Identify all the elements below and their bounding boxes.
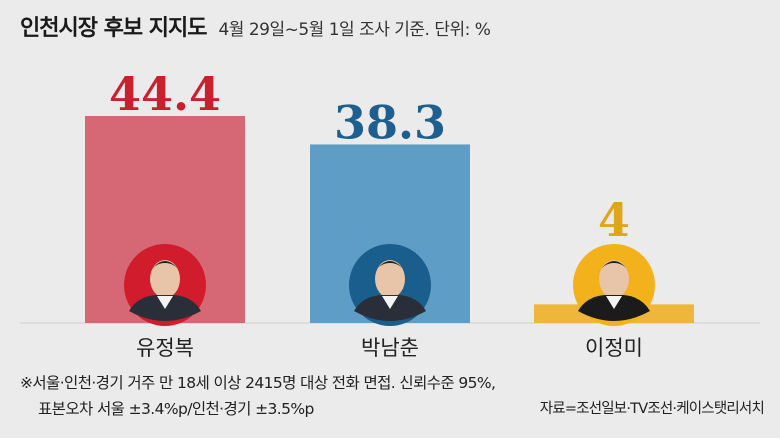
title-row: 인천시장 후보 지지도 4월 29일~5월 1일 조사 기준. 단위: % <box>20 10 491 50</box>
footnote-line-1: ※서울·인천·경기 거주 만 18세 이상 2415명 대상 전화 면접. 신뢰… <box>20 374 496 392</box>
footnote: ※서울·인천·경기 거주 만 18세 이상 2415명 대상 전화 면접. 신뢰… <box>20 370 770 422</box>
candidate-photo-yoo <box>129 260 201 321</box>
source-credit: 자료=조선일보·TV조선·케이스탯리서치 <box>539 401 765 417</box>
value-label: 38.3 <box>334 95 446 149</box>
category-label: 이정미 <box>585 336 643 360</box>
candidate-photo-lee <box>578 260 650 321</box>
candidate-photo-park <box>354 260 426 321</box>
footnote-line-2-row: 표본오차 서울 ±3.4%p/인천·경기 ±3.5%p 자료=조선일보·TV조선… <box>20 396 770 422</box>
category-label: 박남춘 <box>361 336 419 360</box>
chart-subtitle: 4월 29일~5월 1일 조사 기준. 단위: % <box>218 20 491 40</box>
value-label: 4 <box>598 193 630 247</box>
category-label: 유정복 <box>136 336 194 360</box>
footnote-line-2: 표본오차 서울 ±3.4%p/인천·경기 ±3.5%p <box>38 400 314 418</box>
bar-chart: 44.4 유정복 38.3 박남춘 4 이정미 <box>20 67 760 360</box>
value-label: 44.4 <box>109 67 221 121</box>
chart-title: 인천시장 후보 지지도 <box>20 16 207 41</box>
